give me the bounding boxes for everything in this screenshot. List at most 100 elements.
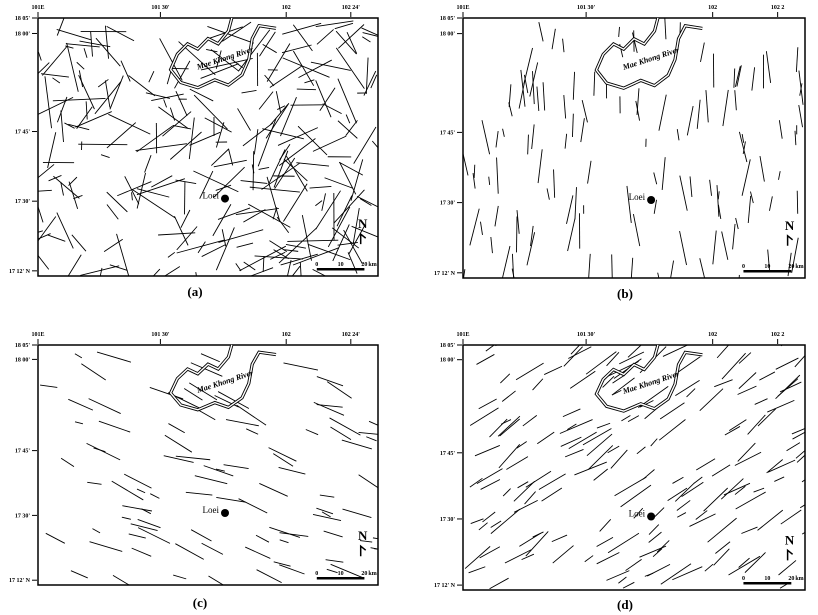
lineament [150, 493, 160, 499]
lineament [60, 181, 64, 196]
lineament [68, 181, 79, 210]
lineament [494, 205, 499, 227]
lineament [653, 172, 658, 185]
lineament [279, 564, 305, 575]
scale-label: 10 [764, 576, 770, 582]
lineament [221, 229, 227, 247]
lineament [223, 464, 249, 470]
lineament [672, 476, 684, 484]
lineament [128, 533, 146, 539]
lineament [329, 417, 361, 436]
lineament [795, 449, 805, 459]
lat-label: 17 45' [440, 130, 456, 136]
lineament [41, 73, 69, 78]
lineament [767, 399, 795, 413]
north-arrow [359, 544, 367, 557]
lineament [266, 176, 281, 222]
lineament [38, 230, 43, 233]
lineament [131, 547, 152, 557]
lineament [97, 79, 109, 88]
lat-label: 17 12' N [434, 271, 456, 277]
lon-label: 102 2 [771, 332, 785, 338]
scale-unit: km [368, 262, 376, 268]
lineament [175, 455, 211, 461]
lineament [563, 346, 583, 367]
lat-label: 18 05' [440, 343, 456, 349]
lineament [246, 428, 259, 435]
lineament [476, 468, 503, 484]
lineament [607, 445, 620, 454]
lineament [215, 468, 225, 472]
lineament [194, 475, 228, 485]
scale-unit: km [795, 576, 803, 582]
lineament [372, 537, 378, 540]
lineament [103, 238, 123, 252]
lineament [794, 130, 797, 146]
lineament [362, 36, 371, 43]
lineament [801, 531, 805, 535]
lineament [309, 185, 332, 189]
panel-caption: (a) [187, 284, 202, 299]
lineament [674, 356, 701, 375]
lineament [56, 29, 92, 41]
lineament [217, 391, 250, 409]
lineament [481, 120, 491, 155]
lon-label: 102 [282, 332, 291, 338]
lineament [479, 546, 501, 559]
scale-label: 20 [361, 262, 367, 268]
lineament [162, 111, 192, 137]
lat-label: 18 05' [15, 343, 31, 349]
lineament [176, 239, 225, 254]
lineament [265, 103, 290, 139]
lineament [353, 126, 377, 164]
lineament [469, 208, 480, 246]
lineament [38, 206, 44, 223]
lineament [648, 524, 660, 535]
lineament [468, 566, 486, 574]
lineament [693, 476, 703, 484]
lineament [504, 549, 532, 564]
lineament [269, 240, 288, 252]
lineament [778, 120, 783, 139]
lineament [476, 354, 495, 365]
lineament [338, 161, 364, 176]
lineament [566, 195, 574, 224]
lineament [463, 269, 466, 278]
lineament [341, 439, 372, 450]
lineament [786, 442, 801, 452]
lineament [282, 57, 330, 78]
lon-label: 101E [31, 332, 44, 338]
lineament [765, 51, 772, 84]
lon-label: 101E [456, 5, 469, 11]
lineament [215, 227, 235, 271]
lineament [74, 353, 83, 359]
lineament [38, 233, 51, 240]
lineament [526, 232, 536, 266]
lat-label: 17 12' N [434, 583, 456, 589]
lineament [47, 234, 66, 242]
lineament [292, 24, 313, 52]
lineament [316, 507, 334, 515]
lineament [316, 29, 334, 45]
lineament [342, 508, 372, 518]
lineament [304, 79, 315, 84]
lineament [215, 184, 232, 191]
lineament [736, 65, 742, 87]
lineament [527, 134, 529, 155]
lineament [131, 192, 133, 201]
lineament [352, 207, 360, 244]
lineament [588, 253, 591, 278]
lineament [675, 379, 700, 397]
lineament [44, 76, 52, 129]
lineament [163, 455, 194, 463]
lineament [679, 230, 687, 266]
lineament [235, 263, 242, 272]
lineament [249, 186, 300, 193]
lineament [500, 373, 511, 384]
lineaments [38, 18, 378, 276]
lat-label: 18 05' [15, 16, 31, 22]
map-panel: 101E 101 30' 102 102 24' 18 05' 18 00' 17 45' 1… [9, 332, 379, 610]
lineament [627, 345, 642, 358]
map-frame [462, 17, 806, 279]
lat-label: 17 30' [440, 517, 456, 523]
